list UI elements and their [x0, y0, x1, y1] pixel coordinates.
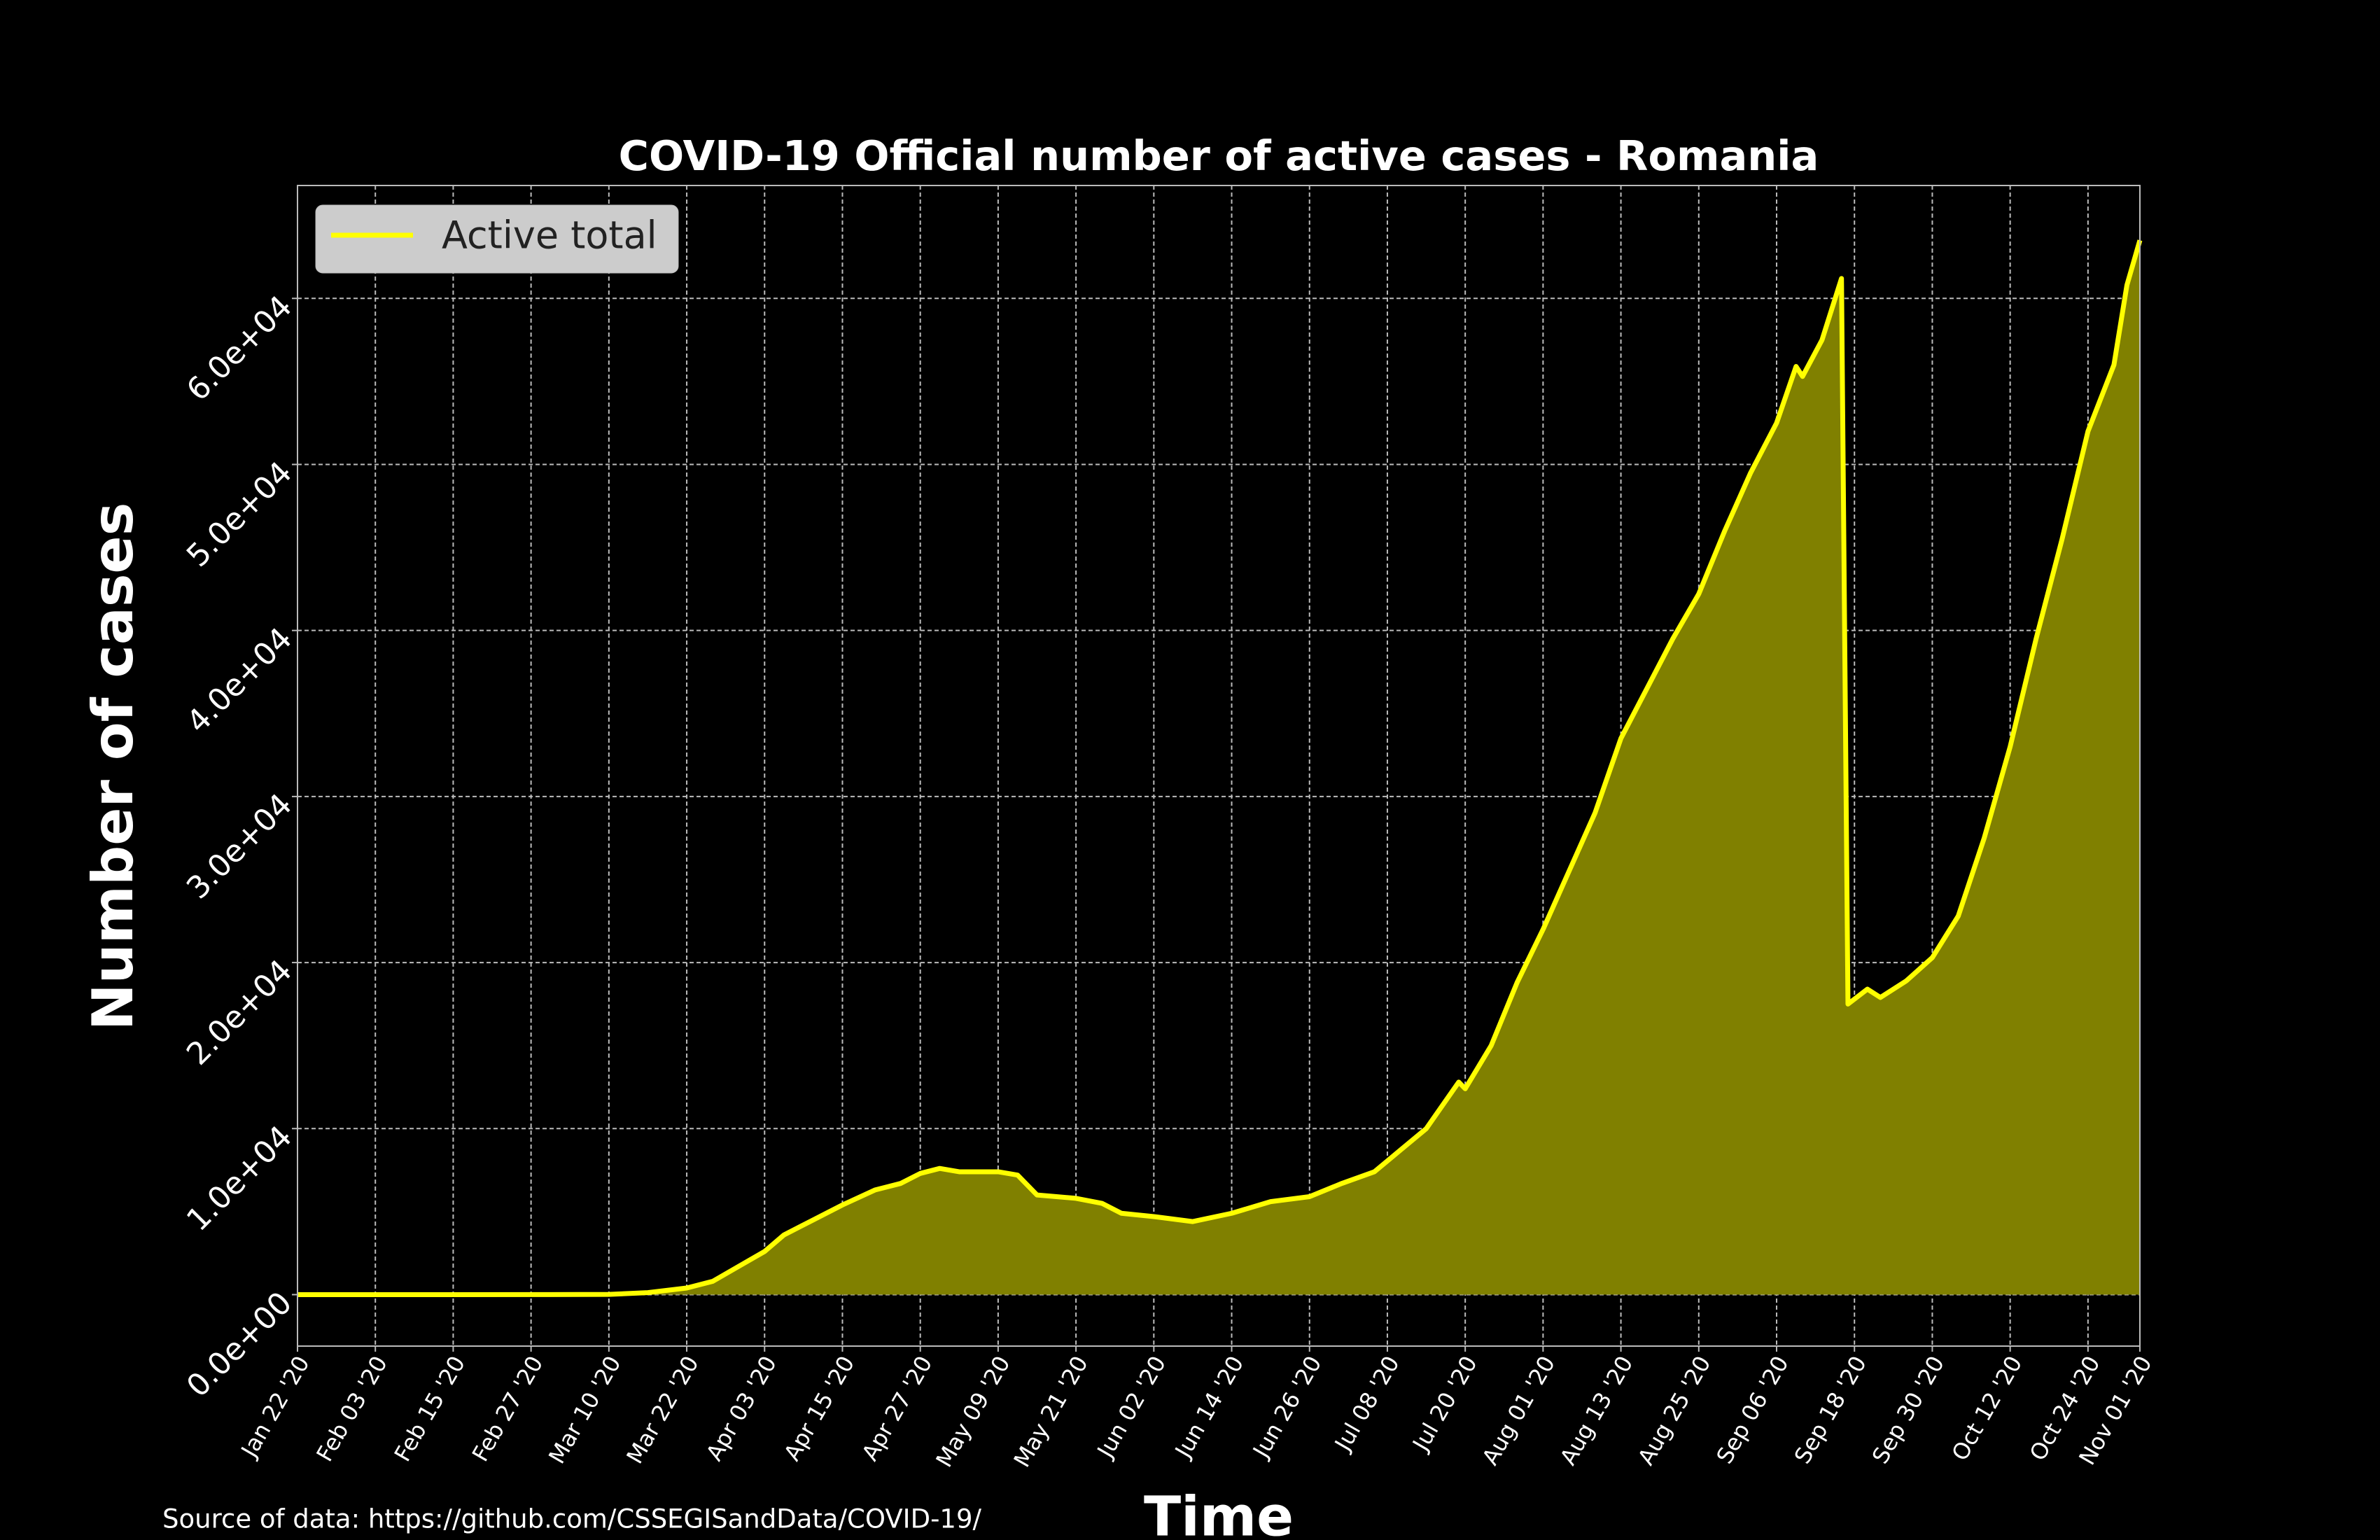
- series-line: [298, 239, 2143, 1297]
- chart-title: COVID-19 Official number of active cases…: [619, 132, 1819, 180]
- y-axis-label: Number of cases: [80, 503, 146, 1031]
- source-note: Source of data: https://github.com/CSSEG…: [162, 1504, 981, 1534]
- x-axis-label: Time: [1144, 1485, 1294, 1540]
- area-fill: [298, 240, 2140, 1295]
- legend-label: Active total: [442, 214, 657, 258]
- plot-frame: [297, 185, 2141, 1347]
- legend-box: [315, 204, 679, 274]
